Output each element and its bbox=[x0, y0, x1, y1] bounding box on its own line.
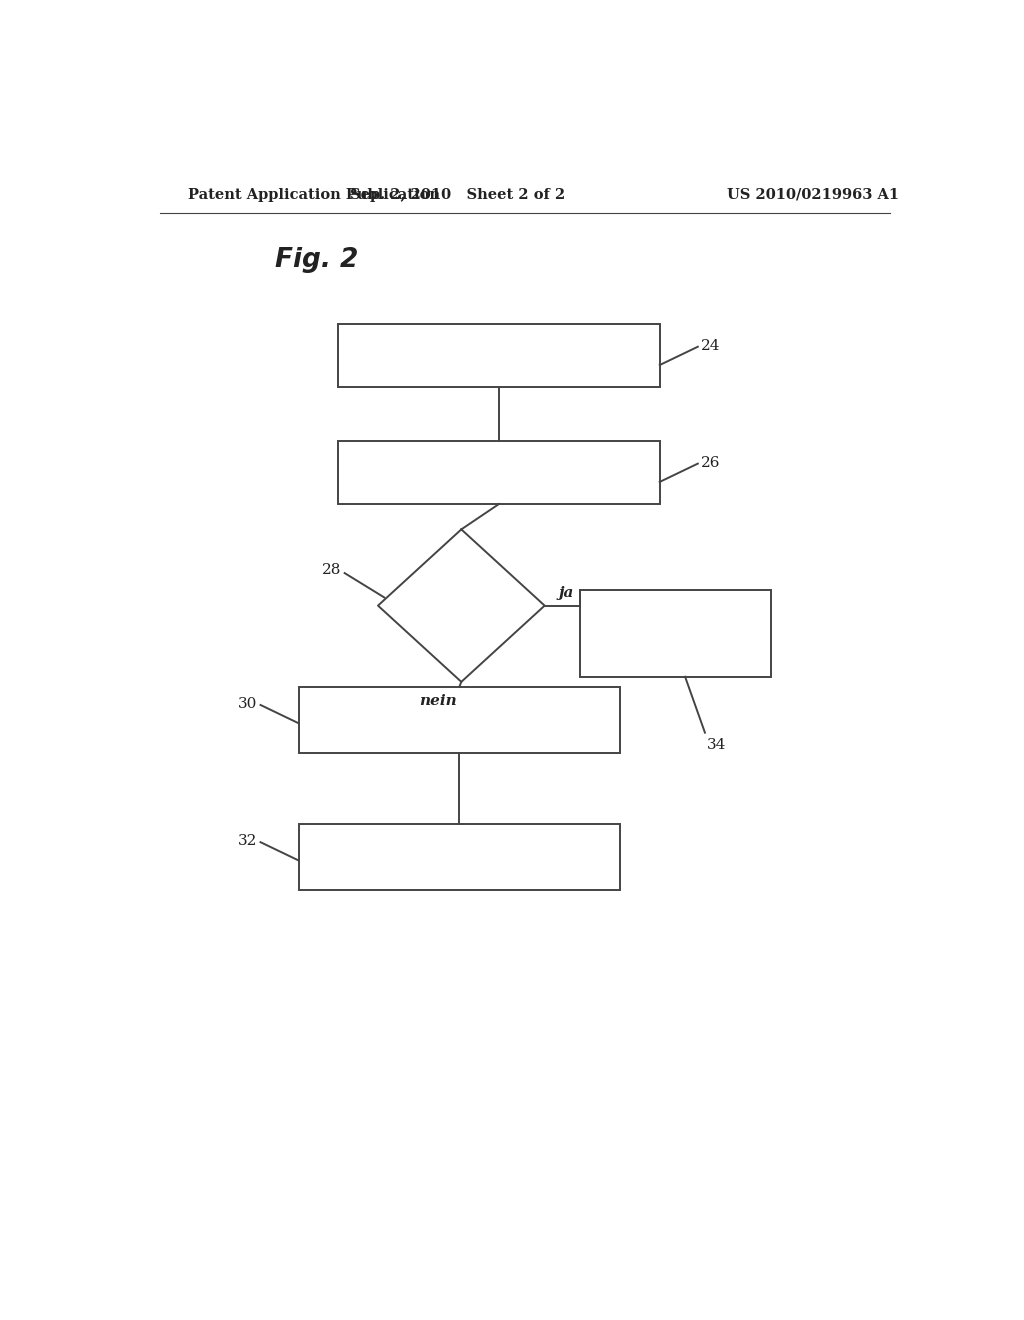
Text: 34: 34 bbox=[708, 738, 727, 752]
Text: 30: 30 bbox=[238, 697, 257, 711]
Text: 24: 24 bbox=[701, 339, 721, 352]
Text: ja: ja bbox=[559, 586, 574, 601]
Text: Fig. 2: Fig. 2 bbox=[274, 247, 358, 273]
Bar bbox=[299, 824, 621, 890]
Text: Sep. 2, 2010   Sheet 2 of 2: Sep. 2, 2010 Sheet 2 of 2 bbox=[350, 187, 565, 202]
Text: 32: 32 bbox=[238, 834, 257, 849]
Text: 28: 28 bbox=[323, 564, 341, 577]
Bar bbox=[338, 441, 659, 504]
Bar bbox=[299, 686, 621, 752]
Text: Patent Application Publication: Patent Application Publication bbox=[187, 187, 439, 202]
Bar bbox=[581, 590, 771, 677]
Bar bbox=[338, 325, 659, 387]
Text: US 2010/0219963 A1: US 2010/0219963 A1 bbox=[727, 187, 899, 202]
Text: nein: nein bbox=[420, 694, 458, 708]
Text: 26: 26 bbox=[701, 455, 721, 470]
